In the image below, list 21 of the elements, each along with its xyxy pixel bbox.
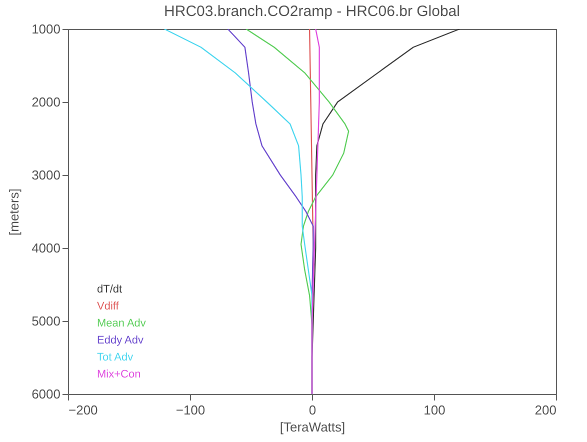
text: Mix+Con: [97, 368, 141, 380]
x-tick-label: 200: [534, 402, 556, 418]
text: Eddy Adv: [97, 334, 144, 346]
y-tick-label: 2000: [32, 94, 60, 110]
y-axis-title: [meters]: [6, 188, 22, 236]
x-tick-label: 100: [424, 402, 446, 418]
y-tick-label: 5000: [32, 314, 60, 328]
x-axis-title: [TeraWatts]: [280, 420, 346, 434]
line-series: [311, 29, 320, 394]
text: Vdiff: [97, 300, 120, 312]
x-tick-label: −100: [176, 402, 206, 418]
chart-title: HRC03.branch.CO2ramp - HRC06.br Global: [164, 3, 460, 20]
y-tick-label: 6000: [32, 386, 60, 402]
y-tick-label: 4000: [32, 240, 60, 256]
y-tick-label: 1000: [32, 22, 60, 36]
text: dT/dt: [97, 284, 122, 296]
x-tick-label: 0: [308, 402, 316, 418]
y-tick-label: 3000: [32, 168, 60, 182]
x-tick-label: −200: [68, 402, 98, 418]
text: Mean Adv: [97, 318, 146, 330]
text: Tot Adv: [97, 352, 134, 364]
